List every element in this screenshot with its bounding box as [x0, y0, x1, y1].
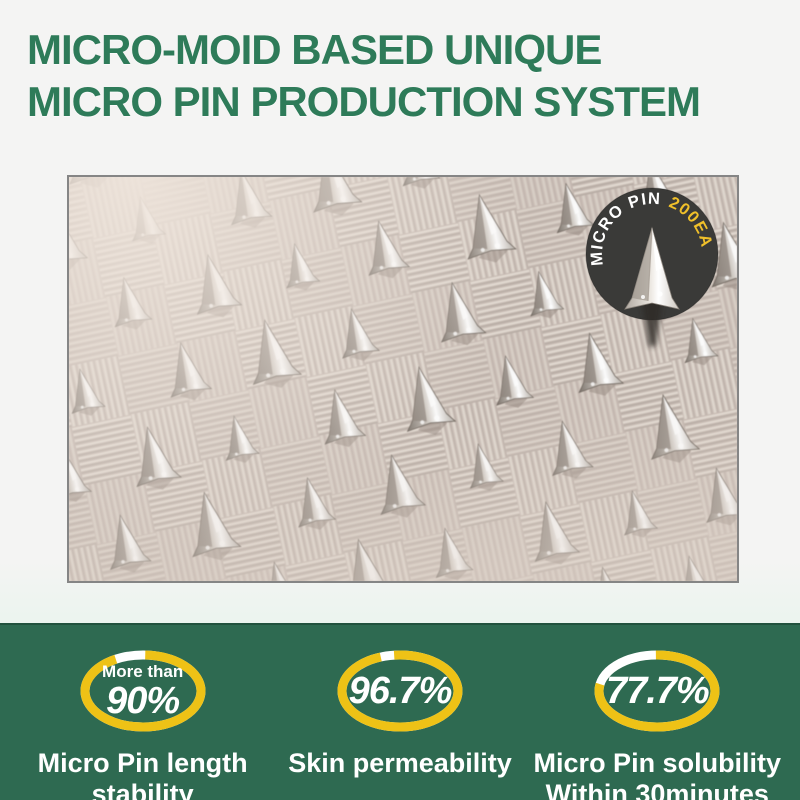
micro-pin-count-badge: MICRO PIN 200EA — [577, 177, 727, 356]
micro-pin-photo: MICRO PIN 200EA — [67, 175, 739, 583]
ring-art-3 — [594, 650, 720, 732]
stat-ring-1: More than 90% — [73, 645, 213, 737]
stat-value: 77.7% — [605, 670, 710, 712]
page-title: MICRO-MOID BASED UNIQUE MICRO PIN PRODUC… — [0, 0, 800, 128]
ring-art-1 — [80, 650, 206, 732]
ring-art-2 — [337, 650, 463, 732]
micro-pin-icon — [624, 226, 680, 310]
ring-text-3: 77.7% — [587, 645, 727, 737]
stat-pin-length-stability: More than 90% Micro Pin length stability — [14, 645, 271, 800]
stat-prefix: More than — [102, 661, 184, 681]
ring-yellow — [337, 650, 463, 732]
ring-text-2: 96.7% — [330, 645, 470, 737]
page-title-line1: MICRO-MOID BASED UNIQUE — [27, 26, 602, 73]
stat-label-line: Micro Pin length — [37, 748, 248, 778]
stat-label: Micro Pin solubility Within 30minutes — [534, 748, 782, 800]
top-section: MICRO-MOID BASED UNIQUE MICRO PIN PRODUC… — [0, 0, 800, 623]
stat-skin-permeability: 96.7% Skin permeability — [271, 645, 528, 779]
stat-label: Skin permeability — [288, 748, 512, 779]
stat-pin-solubility: 77.7% Micro Pin solubility Within 30minu… — [529, 645, 786, 800]
ring-yellow — [80, 650, 206, 732]
page-title-line2: MICRO PIN PRODUCTION SYSTEM — [27, 78, 701, 126]
stat-label-line: stability — [91, 778, 194, 800]
badge-art: MICRO PIN 200EA — [585, 187, 719, 347]
stats-panel: More than 90% Micro Pin length stability… — [0, 623, 800, 800]
stat-value: 96.7% — [348, 670, 453, 712]
stat-label-line: Micro Pin solubility — [533, 748, 782, 778]
ring-text-1: More than 90% — [73, 645, 213, 737]
stat-ring-3: 77.7% — [587, 645, 727, 737]
stat-value: 90% — [106, 679, 180, 722]
stat-ring-2: 96.7% — [330, 645, 470, 737]
stat-label: Micro Pin length stability — [38, 748, 248, 800]
stat-label-line: Skin permeability — [288, 748, 512, 778]
ring-yellow — [594, 650, 720, 732]
stat-label-line: Within 30minutes — [545, 778, 769, 800]
